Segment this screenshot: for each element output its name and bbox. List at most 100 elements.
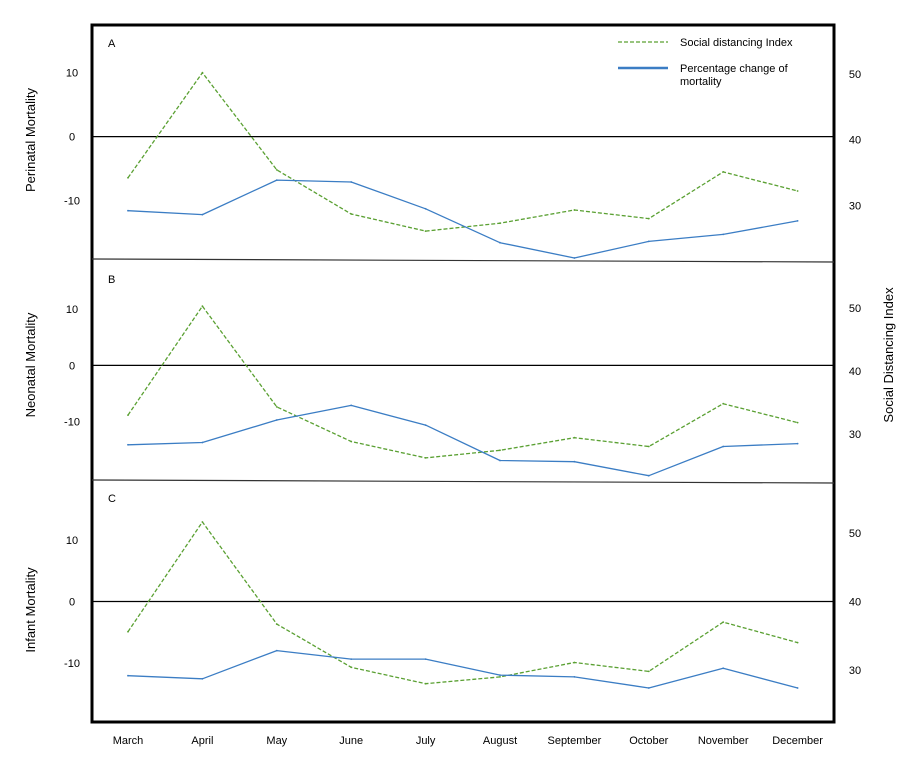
y-axis-title-infant: Infant Mortality xyxy=(23,567,38,653)
data-point-mortality xyxy=(722,233,725,236)
data-point-mortality xyxy=(127,209,129,212)
data-point-sdi xyxy=(127,630,129,633)
data-point-sdi xyxy=(275,169,278,171)
data-point-mortality xyxy=(647,240,650,243)
data-point-mortality xyxy=(275,649,278,652)
data-point-sdi xyxy=(127,414,129,416)
y-left-tick-label: -10 xyxy=(64,417,80,429)
data-point-sdi xyxy=(424,457,427,459)
data-point-mortality xyxy=(647,687,650,689)
data-point-sdi xyxy=(275,406,278,408)
y-left-tick-label: -10 xyxy=(64,196,80,208)
data-point-sdi xyxy=(647,670,650,673)
data-point-sdi xyxy=(275,623,278,625)
data-point-mortality xyxy=(275,419,278,421)
x-tick-label: December xyxy=(772,735,823,747)
chart-panels: 10 0 -10 50 40 30 10 0 -10 50 40 30 10 0 -10 50 40 30 xyxy=(64,68,861,689)
data-point-mortality xyxy=(127,674,129,677)
data-point-sdi xyxy=(201,521,204,523)
data-point-mortality xyxy=(350,404,353,407)
series-line-sdi xyxy=(127,72,798,232)
series-line-sdi xyxy=(127,305,798,459)
y-right-tick-label: 50 xyxy=(849,69,861,81)
data-point-mortality xyxy=(350,658,353,660)
data-point-sdi xyxy=(499,676,501,678)
data-point-mortality xyxy=(796,220,799,222)
x-tick-label: August xyxy=(483,735,517,747)
y-left-tick-label: 10 xyxy=(66,304,78,316)
chart-frame xyxy=(90,23,836,724)
data-point-sdi xyxy=(499,449,501,452)
data-point-mortality xyxy=(573,676,576,678)
data-point-sdi xyxy=(647,217,650,220)
data-point-sdi xyxy=(201,305,204,308)
data-point-mortality xyxy=(722,667,725,670)
y-right-tick-label: 40 xyxy=(849,135,861,147)
series-line-sdi xyxy=(127,521,798,685)
data-point-mortality xyxy=(201,441,204,444)
data-point-mortality xyxy=(424,658,427,660)
data-point-mortality xyxy=(201,677,204,680)
data-point-sdi xyxy=(350,440,353,443)
y-left-tick-label: 0 xyxy=(69,360,75,372)
panel-c: 10 0 -10 50 40 30 xyxy=(64,521,861,689)
data-point-mortality xyxy=(275,179,278,182)
data-point-sdi xyxy=(499,222,501,225)
data-point-mortality xyxy=(424,424,427,426)
panel-a: 10 0 -10 50 40 30 xyxy=(64,68,861,259)
data-point-sdi xyxy=(647,445,650,448)
data-point-sdi xyxy=(201,71,204,74)
x-tick-label: October xyxy=(629,735,668,747)
data-point-sdi xyxy=(722,402,725,405)
panel-label-c: C xyxy=(108,493,116,505)
x-tick-label: March xyxy=(113,735,144,747)
data-point-sdi xyxy=(722,171,725,173)
y-right-tick-label: 50 xyxy=(849,303,861,315)
data-point-sdi xyxy=(424,682,427,685)
data-point-sdi xyxy=(796,190,799,192)
data-point-mortality xyxy=(796,442,799,445)
data-point-sdi xyxy=(350,213,353,215)
panel-b: 10 0 -10 50 40 30 xyxy=(64,303,861,477)
y-right-tick-label: 50 xyxy=(849,528,861,540)
data-point-sdi xyxy=(796,641,799,644)
data-point-mortality xyxy=(499,241,501,244)
y-right-tick-label: 40 xyxy=(849,597,861,609)
data-point-sdi xyxy=(573,661,576,664)
data-point-sdi xyxy=(722,621,725,623)
legend-label-mortality: Percentage change of mortality xyxy=(680,63,789,88)
data-point-sdi xyxy=(573,209,576,211)
legend: Social distancing Index Percentage chang… xyxy=(618,37,793,88)
y-left-tick-label: 10 xyxy=(66,535,78,547)
data-point-mortality xyxy=(796,687,799,689)
x-tick-label: September xyxy=(547,735,601,747)
data-point-sdi xyxy=(796,421,799,424)
x-tick-label: July xyxy=(416,735,436,747)
data-point-sdi xyxy=(350,666,353,669)
y-axis-title-perinatal: Perinatal Mortality xyxy=(23,87,38,192)
series-line-mortality xyxy=(127,179,798,259)
x-axis-labels: March April May June July August September Octo… xyxy=(113,735,824,747)
data-point-mortality xyxy=(424,207,427,210)
x-tick-label: May xyxy=(266,735,287,747)
series-line-mortality xyxy=(127,649,798,689)
data-point-mortality xyxy=(201,213,204,216)
y-left-tick-label: 10 xyxy=(66,68,78,80)
data-point-mortality xyxy=(499,674,501,676)
data-point-sdi xyxy=(127,176,129,179)
x-tick-label: June xyxy=(339,735,363,747)
data-point-mortality xyxy=(127,443,129,446)
series-line-mortality xyxy=(127,404,798,477)
x-tick-label: November xyxy=(698,735,749,747)
y-left-tick-label: 0 xyxy=(69,597,75,609)
legend-label-sdi: Social distancing Index xyxy=(680,37,793,49)
data-point-mortality xyxy=(350,181,353,183)
data-point-sdi xyxy=(424,230,427,233)
y-right-tick-label: 30 xyxy=(849,429,861,441)
y-left-tick-label: -10 xyxy=(64,658,80,670)
y-left-tick-label: 0 xyxy=(69,132,75,144)
x-tick-label: April xyxy=(191,735,213,747)
panel-label-b: B xyxy=(108,274,115,286)
data-point-mortality xyxy=(573,460,576,463)
